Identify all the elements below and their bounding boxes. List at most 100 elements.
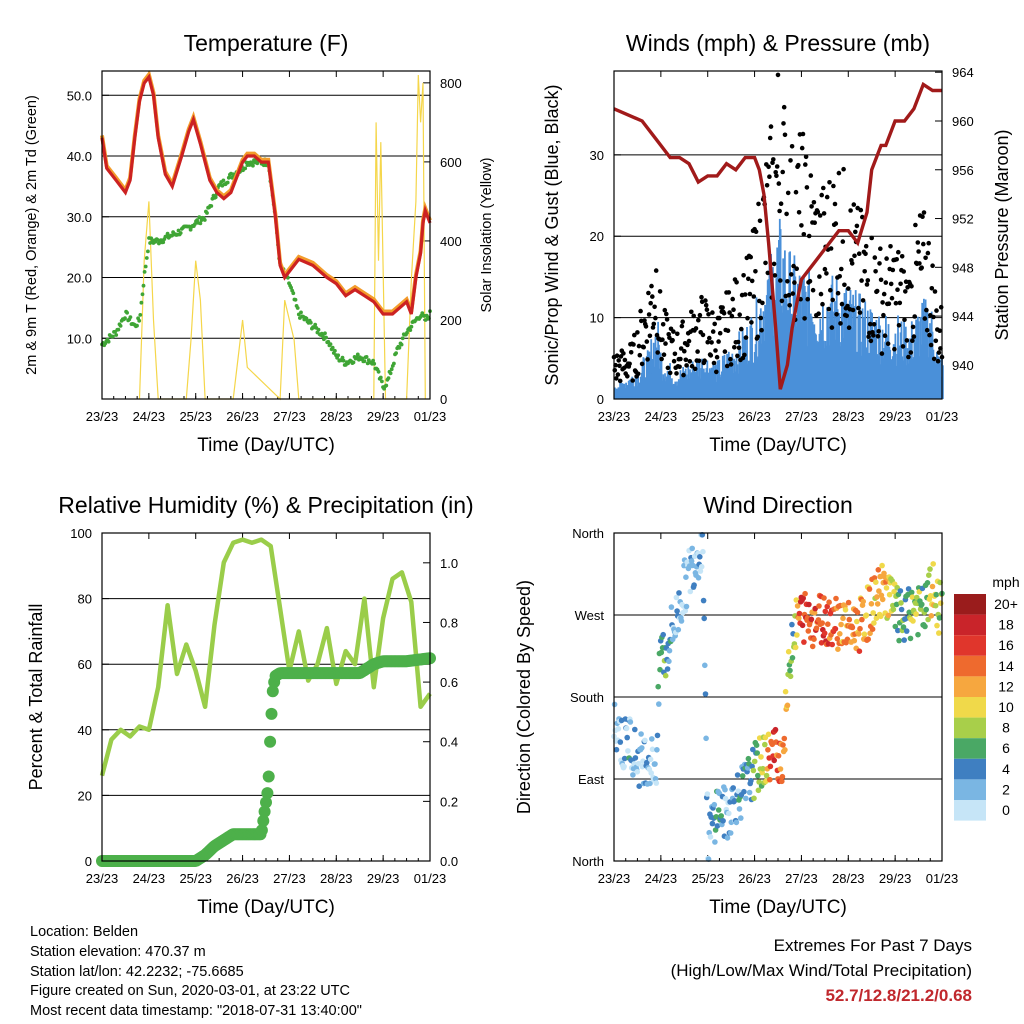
direction-point: [775, 753, 782, 759]
y-tick-label: North: [572, 526, 604, 541]
direction-point: [924, 580, 931, 586]
gust-point: [649, 283, 654, 289]
gust-point: [878, 246, 883, 251]
gust-point: [650, 294, 655, 299]
direction-point: [676, 590, 682, 596]
gust-point: [790, 291, 796, 296]
direction-point: [722, 795, 729, 802]
dewpoint-point: [384, 383, 389, 388]
dewpoint-point: [295, 306, 300, 310]
gust-point: [801, 232, 807, 237]
dewpoint-point: [376, 369, 381, 374]
direction-point: [712, 839, 718, 845]
wind-bar: [911, 358, 914, 399]
x-tick-label: 29/23: [879, 871, 912, 886]
dewpoint-point: [405, 330, 409, 335]
x-tick-label: 28/23: [832, 409, 865, 424]
dewpoint-point: [340, 355, 345, 360]
y2-tick-label: 952: [952, 212, 974, 227]
gust-point: [771, 261, 777, 267]
dewpoint-point: [380, 379, 384, 384]
y-tick-label: 50.0: [67, 88, 92, 103]
gust-point: [712, 321, 717, 327]
gust-point: [628, 350, 634, 355]
gust-point: [756, 201, 761, 207]
gust-point: [906, 354, 911, 360]
direction-point: [936, 615, 943, 621]
gust-point: [834, 312, 839, 317]
gust-point: [886, 301, 892, 307]
legend-swatch: [954, 758, 986, 780]
gust-point: [614, 353, 620, 359]
gust-point: [653, 315, 658, 321]
gust-point: [821, 211, 827, 216]
direction-point: [652, 761, 658, 767]
gust-point: [681, 372, 686, 378]
gust-point: [780, 169, 785, 175]
series-station-pressure: [613, 81, 942, 390]
wind-bar: [763, 340, 766, 399]
x-tick-label: 24/23: [133, 871, 166, 886]
x-tick-label: 25/23: [179, 409, 212, 424]
gust-point: [913, 222, 918, 228]
direction-point: [625, 748, 631, 754]
wind-bar: [746, 327, 748, 399]
legend-label: 20+: [994, 596, 1018, 612]
direction-point: [621, 755, 628, 762]
gust-point: [874, 288, 880, 294]
direction-point: [726, 810, 732, 817]
wind-bar: [845, 288, 848, 399]
dewpoint-point: [146, 249, 150, 254]
y-tick-label: 40: [78, 723, 92, 738]
precip-point: [261, 787, 274, 800]
gust-point: [851, 202, 857, 207]
gust-point: [931, 314, 936, 320]
gust-point: [680, 319, 685, 325]
wind-bar: [807, 285, 810, 399]
gust-point: [849, 261, 855, 266]
legend-swatch: [954, 655, 986, 677]
x-tick-label: 25/23: [179, 871, 212, 886]
direction-point: [781, 735, 788, 742]
direction-point: [771, 757, 777, 764]
dewpoint-point: [178, 231, 183, 235]
direction-point: [704, 791, 711, 797]
direction-point: [929, 583, 936, 590]
gust-point: [674, 371, 679, 376]
station-info: Location: Belden Station elevation: 470.…: [30, 923, 362, 1022]
direction-point: [767, 776, 773, 783]
direction-point: [898, 600, 904, 606]
direction-point: [877, 573, 883, 580]
gust-point: [856, 305, 861, 311]
x-tick-label: 23/23: [598, 871, 631, 886]
direction-point: [825, 621, 831, 627]
gust-point: [933, 338, 939, 344]
direction-point: [683, 603, 690, 610]
direction-point: [832, 626, 839, 632]
gust-point: [615, 372, 621, 377]
direction-point: [871, 575, 878, 581]
dewpoint-point: [328, 342, 333, 346]
panel-winds-pressure: Winds (mph) & Pressure (mb) 23/23 24/23 25/…: [542, 30, 1012, 456]
direction-point: [800, 595, 806, 601]
gust-point: [717, 330, 723, 336]
gust-point: [638, 308, 643, 314]
legend-label: 14: [998, 658, 1014, 674]
gust-point: [696, 317, 701, 323]
y-axis-label: Percent & Total Rainfall: [26, 604, 46, 791]
direction-point: [664, 666, 671, 672]
series-wind: [614, 218, 944, 399]
wind-bar: [734, 371, 737, 399]
extremes-title: Extremes For Past 7 Days: [773, 936, 972, 955]
station-location: Location: Belden: [30, 924, 139, 940]
precip-point: [255, 824, 268, 837]
dewpoint-point: [362, 359, 367, 364]
wind-bar: [889, 349, 892, 399]
x-tick-label: 25/23: [691, 871, 724, 886]
direction-point: [821, 630, 828, 636]
direction-point: [715, 807, 722, 813]
wind-bar: [650, 339, 653, 399]
direction-point: [799, 622, 806, 629]
gust-point: [899, 253, 905, 259]
direction-point: [758, 754, 764, 760]
